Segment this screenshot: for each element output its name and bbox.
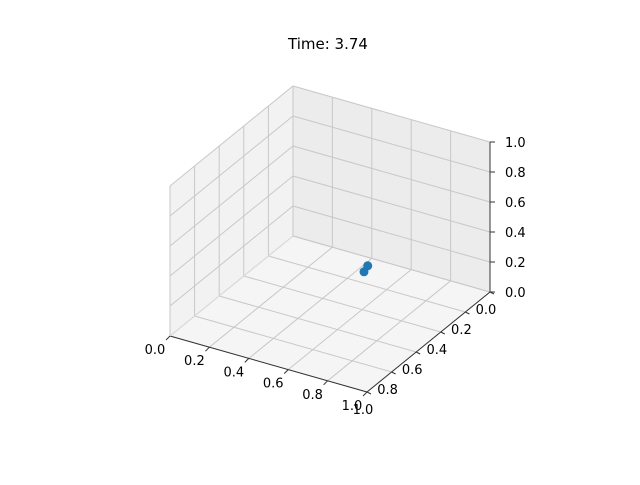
y-tick-label: 1.0 — [342, 399, 363, 414]
y-tick-mark — [283, 369, 289, 374]
grid-line-z-back — [292, 235, 491, 293]
y-tick-label: 0.2 — [184, 354, 205, 369]
grid-line-z-back — [292, 145, 491, 203]
z-tick-label: 0.8 — [505, 166, 526, 181]
x-tick-label: 0.8 — [377, 383, 398, 398]
grid-lines — [165, 85, 495, 397]
grid-line-y-floor — [248, 258, 373, 359]
x-axis-spine — [169, 235, 294, 337]
x-tick-label: 0.2 — [451, 323, 472, 338]
x-tick-mark — [440, 331, 446, 335]
x-tick-mark — [465, 311, 470, 315]
grid-line-y-floor — [287, 269, 412, 370]
x-tick-mark — [415, 351, 421, 355]
y-axis-spine — [366, 291, 491, 393]
x-tick-label: 0.4 — [426, 343, 447, 358]
y-tick-mark — [165, 335, 171, 341]
x-tick-label: 0.6 — [402, 363, 423, 378]
grid-line-z-back — [292, 115, 491, 173]
grid-line-y-floor — [209, 246, 333, 348]
z-tick-label: 1.0 — [505, 136, 526, 151]
data-point — [359, 267, 369, 277]
grid-line-z-left — [169, 115, 294, 217]
grid-line-z-back — [292, 205, 491, 263]
y-tick-label: 0.8 — [302, 388, 323, 403]
z-tick-label: 0.0 — [505, 286, 526, 301]
grid-line-z-left — [169, 175, 294, 277]
tick-labels: 0.00.20.40.60.81.00.00.20.40.60.81.00.00… — [145, 136, 526, 418]
axis-panes — [168, 84, 492, 393]
z-tick-label: 0.2 — [505, 256, 526, 271]
x-tick-mark — [391, 371, 396, 375]
y-tick-label: 0.4 — [223, 365, 244, 380]
chart-title: Time: 3.74 — [287, 35, 368, 53]
grid-line-z-back — [292, 175, 491, 233]
y-tick-mark — [244, 358, 250, 363]
y-tick-label: 0.0 — [145, 343, 166, 358]
x-tick-mark — [366, 391, 372, 395]
x-axis-line — [169, 335, 368, 393]
grid-line-x-floor — [243, 275, 441, 333]
grid-line-y-floor — [327, 280, 451, 382]
grid-line-z-left — [169, 145, 294, 247]
data-points — [359, 261, 373, 277]
y-tick-mark — [205, 346, 210, 352]
grid-line-z-left — [169, 205, 294, 307]
z-tick-label: 0.6 — [505, 196, 526, 211]
x-tick-label: 0.0 — [476, 303, 497, 318]
grid-line-x-floor — [194, 315, 392, 373]
x-tick-label: 1.0 — [353, 403, 374, 418]
grid-line-z-back — [292, 85, 491, 143]
y-tick-label: 0.6 — [263, 377, 284, 392]
y-tick-mark — [362, 391, 368, 397]
grid-line-x-floor — [219, 295, 417, 353]
z-tick-label: 0.4 — [505, 226, 526, 241]
grid-line-z-left — [169, 85, 294, 187]
grid-line-x-floor — [268, 255, 466, 313]
y-tick-mark — [323, 380, 328, 386]
